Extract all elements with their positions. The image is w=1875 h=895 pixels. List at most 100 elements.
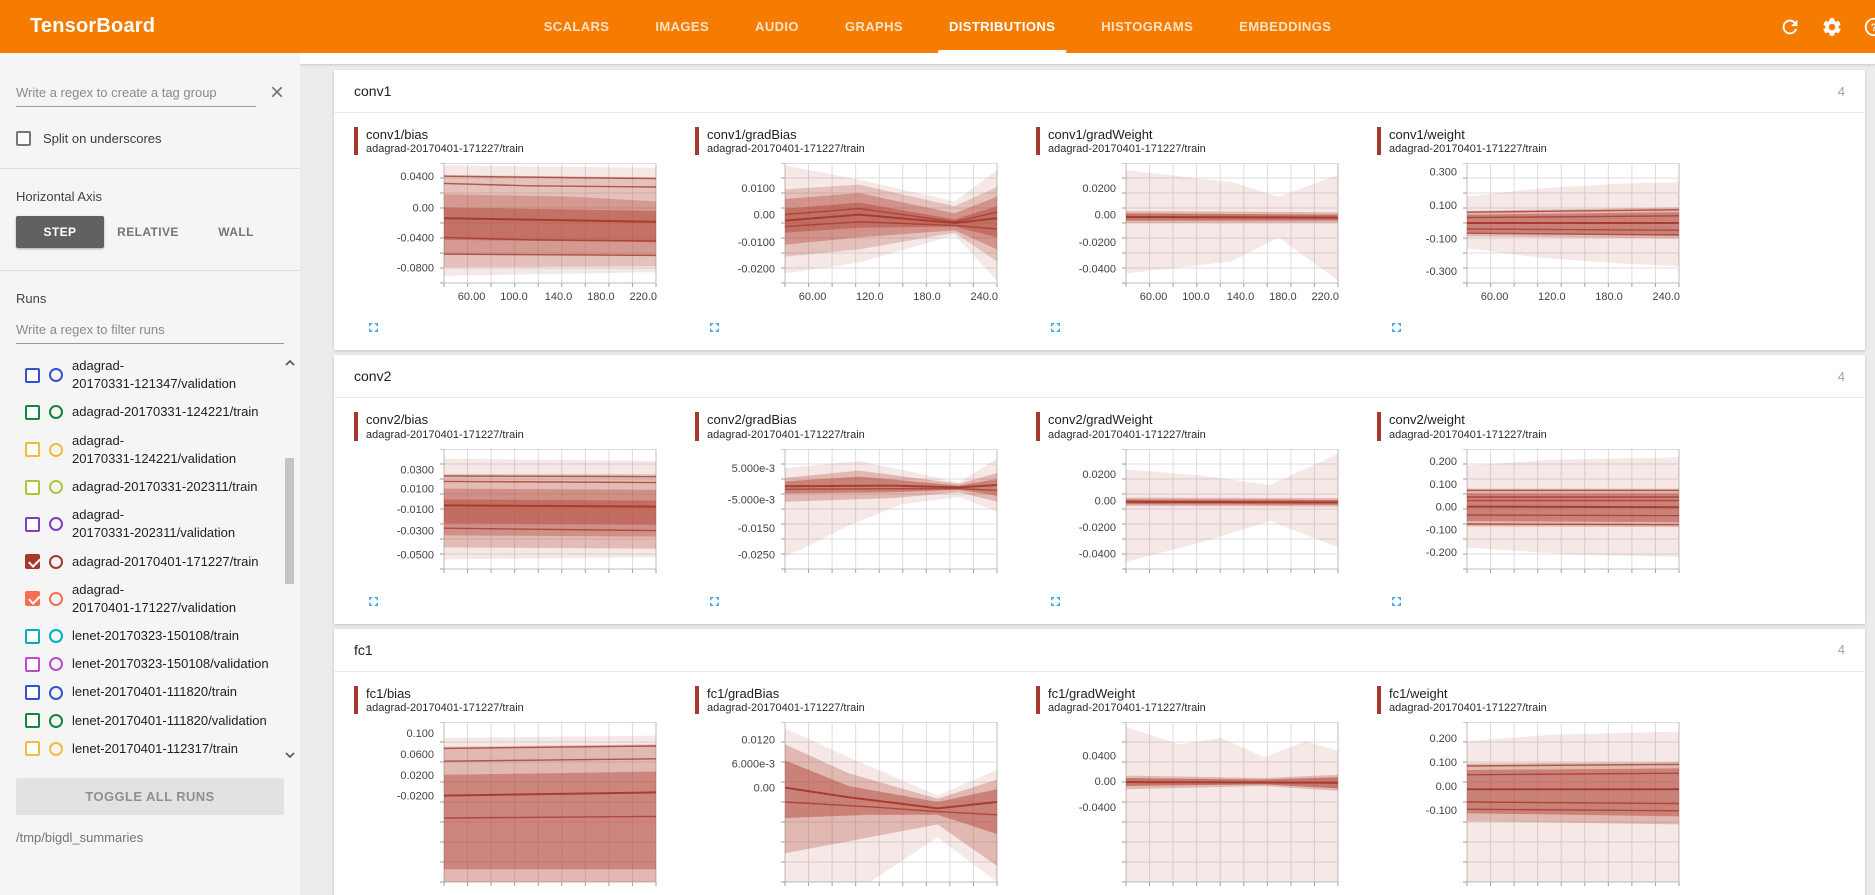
run-color-bar-icon xyxy=(1036,127,1040,156)
runs-label: Runs xyxy=(16,291,47,306)
tag-group-card-fc1: fc1 4 fc1/bias adagrad-20170401-171227/t… xyxy=(334,628,1865,895)
tab-scalars[interactable]: SCALARS xyxy=(521,0,633,53)
run-color-radio[interactable] xyxy=(49,657,63,672)
fullscreen-icon[interactable] xyxy=(1389,320,1404,335)
run-color-radio[interactable] xyxy=(49,713,63,728)
svg-text:180.0: 180.0 xyxy=(1269,291,1297,303)
svg-text:0.100: 0.100 xyxy=(406,728,434,740)
tab-histograms[interactable]: HISTOGRAMS xyxy=(1078,0,1216,53)
run-list-item: adagrad- 20170331-202311/validation xyxy=(0,501,300,547)
scroll-down-icon[interactable] xyxy=(284,746,296,764)
svg-text:240.0: 240.0 xyxy=(971,291,999,303)
run-checkbox[interactable] xyxy=(25,656,40,672)
tag-group-header[interactable]: conv1 4 xyxy=(334,70,1865,113)
fullscreen-icon[interactable] xyxy=(366,594,381,609)
fullscreen-icon[interactable] xyxy=(707,594,722,609)
run-checkbox[interactable] xyxy=(25,685,40,701)
help-icon[interactable]: ? xyxy=(1863,16,1875,38)
tab-label: DISTRIBUTIONS xyxy=(948,19,1056,34)
scrollbar-thumb[interactable] xyxy=(285,458,294,584)
chart-header: fc1/gradWeight adagrad-20170401-171227/t… xyxy=(1036,685,1377,714)
distribution-plot: 0.0200 0.00 -0.0200 -0.0400 xyxy=(1079,448,1339,573)
distribution-chart: conv1/bias adagrad-20170401-171227/train… xyxy=(354,127,695,340)
tab-graphs[interactable]: GRAPHS xyxy=(822,0,926,53)
tag-group-count: 4 xyxy=(1837,83,1845,99)
app-title: TensorBoard xyxy=(30,15,156,37)
run-label: lenet-20170323-150108/validation xyxy=(72,656,269,672)
run-checkbox[interactable] xyxy=(25,404,40,420)
svg-text:-0.100: -0.100 xyxy=(1426,524,1457,536)
refresh-icon[interactable] xyxy=(1779,16,1801,38)
run-color-radio[interactable] xyxy=(49,517,63,532)
chart-run-name: adagrad-20170401-171227/train xyxy=(1048,701,1206,714)
run-color-radio[interactable] xyxy=(49,405,63,420)
svg-text:?: ? xyxy=(1871,22,1875,34)
run-checkbox[interactable] xyxy=(25,628,40,644)
close-icon[interactable]: × xyxy=(269,79,284,106)
chart-title: conv2/gradBias xyxy=(707,412,797,428)
svg-text:100.0: 100.0 xyxy=(500,291,528,303)
run-checkbox[interactable] xyxy=(25,479,40,495)
plot-slot: 0.0100 0.00 -0.0100 -0.0200 60.00 120.0 180.0 2… xyxy=(695,162,1036,314)
runs-list: adagrad- 20170331-121347/validation adagr… xyxy=(0,352,300,766)
axis-option-wall[interactable]: WALL xyxy=(192,216,280,248)
run-list-item: adagrad- 20170331-124221/validation xyxy=(0,427,300,473)
run-color-radio[interactable] xyxy=(49,554,63,569)
runs-scroll-area: adagrad- 20170331-121347/validation adagr… xyxy=(0,352,300,766)
run-color-radio[interactable] xyxy=(49,480,63,495)
svg-text:0.00: 0.00 xyxy=(413,203,434,215)
fullscreen-icon[interactable] xyxy=(1389,594,1404,609)
run-color-radio[interactable] xyxy=(49,368,63,383)
run-checkbox[interactable] xyxy=(25,713,40,729)
chart-run-name: adagrad-20170401-171227/train xyxy=(1389,428,1547,441)
tab-embeddings[interactable]: EMBEDDINGS xyxy=(1216,0,1354,53)
tag-group-header[interactable]: conv2 4 xyxy=(334,355,1865,399)
axis-option-step[interactable]: STEP xyxy=(16,216,104,248)
run-color-radio[interactable] xyxy=(49,741,63,756)
run-checkbox[interactable] xyxy=(25,367,40,383)
run-checkbox[interactable] xyxy=(25,442,40,458)
run-checkbox[interactable] xyxy=(25,554,40,570)
fullscreen-icon[interactable] xyxy=(366,320,381,335)
fullscreen-icon[interactable] xyxy=(707,320,722,335)
run-color-radio[interactable] xyxy=(49,629,63,644)
svg-text:-0.0400: -0.0400 xyxy=(1079,802,1116,814)
svg-text:0.100: 0.100 xyxy=(1429,200,1457,212)
svg-text:0.200: 0.200 xyxy=(1429,733,1457,745)
axis-option-relative[interactable]: RELATIVE xyxy=(104,216,192,248)
run-checkbox[interactable] xyxy=(25,741,40,757)
tab-audio[interactable]: AUDIO xyxy=(732,0,822,53)
svg-text:-0.0200: -0.0200 xyxy=(1079,237,1116,249)
scroll-up-icon[interactable] xyxy=(284,354,296,372)
tag-group-count: 4 xyxy=(1837,642,1845,657)
svg-text:-0.0200: -0.0200 xyxy=(397,790,434,802)
split-underscores-row: Split on underscores xyxy=(16,131,284,146)
run-checkbox[interactable] xyxy=(25,516,40,532)
settings-gear-icon[interactable] xyxy=(1821,16,1843,38)
distribution-chart: conv1/weight adagrad-20170401-171227/tra… xyxy=(1377,127,1718,340)
chart-run-name: adagrad-20170401-171227/train xyxy=(366,701,524,714)
fullscreen-icon[interactable] xyxy=(1048,320,1063,335)
run-label: adagrad- 20170331-202311/validation xyxy=(72,507,236,541)
run-regex-input[interactable] xyxy=(16,316,284,344)
tab-images[interactable]: IMAGES xyxy=(632,0,732,53)
run-color-radio[interactable] xyxy=(49,442,63,457)
svg-text:0.0400: 0.0400 xyxy=(1082,750,1116,762)
run-checkbox[interactable] xyxy=(25,591,40,607)
split-underscores-checkbox[interactable] xyxy=(16,131,31,146)
distribution-plot: 5.000e-3 -5.000e-3 -0.0150 -0.0250 xyxy=(728,448,998,573)
tag-group-header[interactable]: fc1 4 xyxy=(334,629,1865,672)
tab-distributions[interactable]: DISTRIBUTIONS xyxy=(926,0,1078,53)
distribution-chart: fc1/bias adagrad-20170401-171227/train 0… xyxy=(354,685,695,895)
chart-title: conv1/bias xyxy=(366,127,429,142)
svg-text:6.000e-3: 6.000e-3 xyxy=(732,758,775,770)
run-list-item: adagrad-20170331-202311/train xyxy=(0,473,300,501)
toggle-all-runs-button[interactable]: TOGGLE ALL RUNS xyxy=(16,778,284,815)
run-color-bar-icon xyxy=(1377,412,1381,441)
tag-regex-input[interactable] xyxy=(16,79,256,107)
run-color-radio[interactable] xyxy=(49,591,63,606)
svg-text:240.0: 240.0 xyxy=(1653,291,1681,303)
run-color-radio[interactable] xyxy=(49,685,63,700)
run-color-bar-icon xyxy=(1377,127,1381,156)
fullscreen-icon[interactable] xyxy=(1048,594,1063,609)
